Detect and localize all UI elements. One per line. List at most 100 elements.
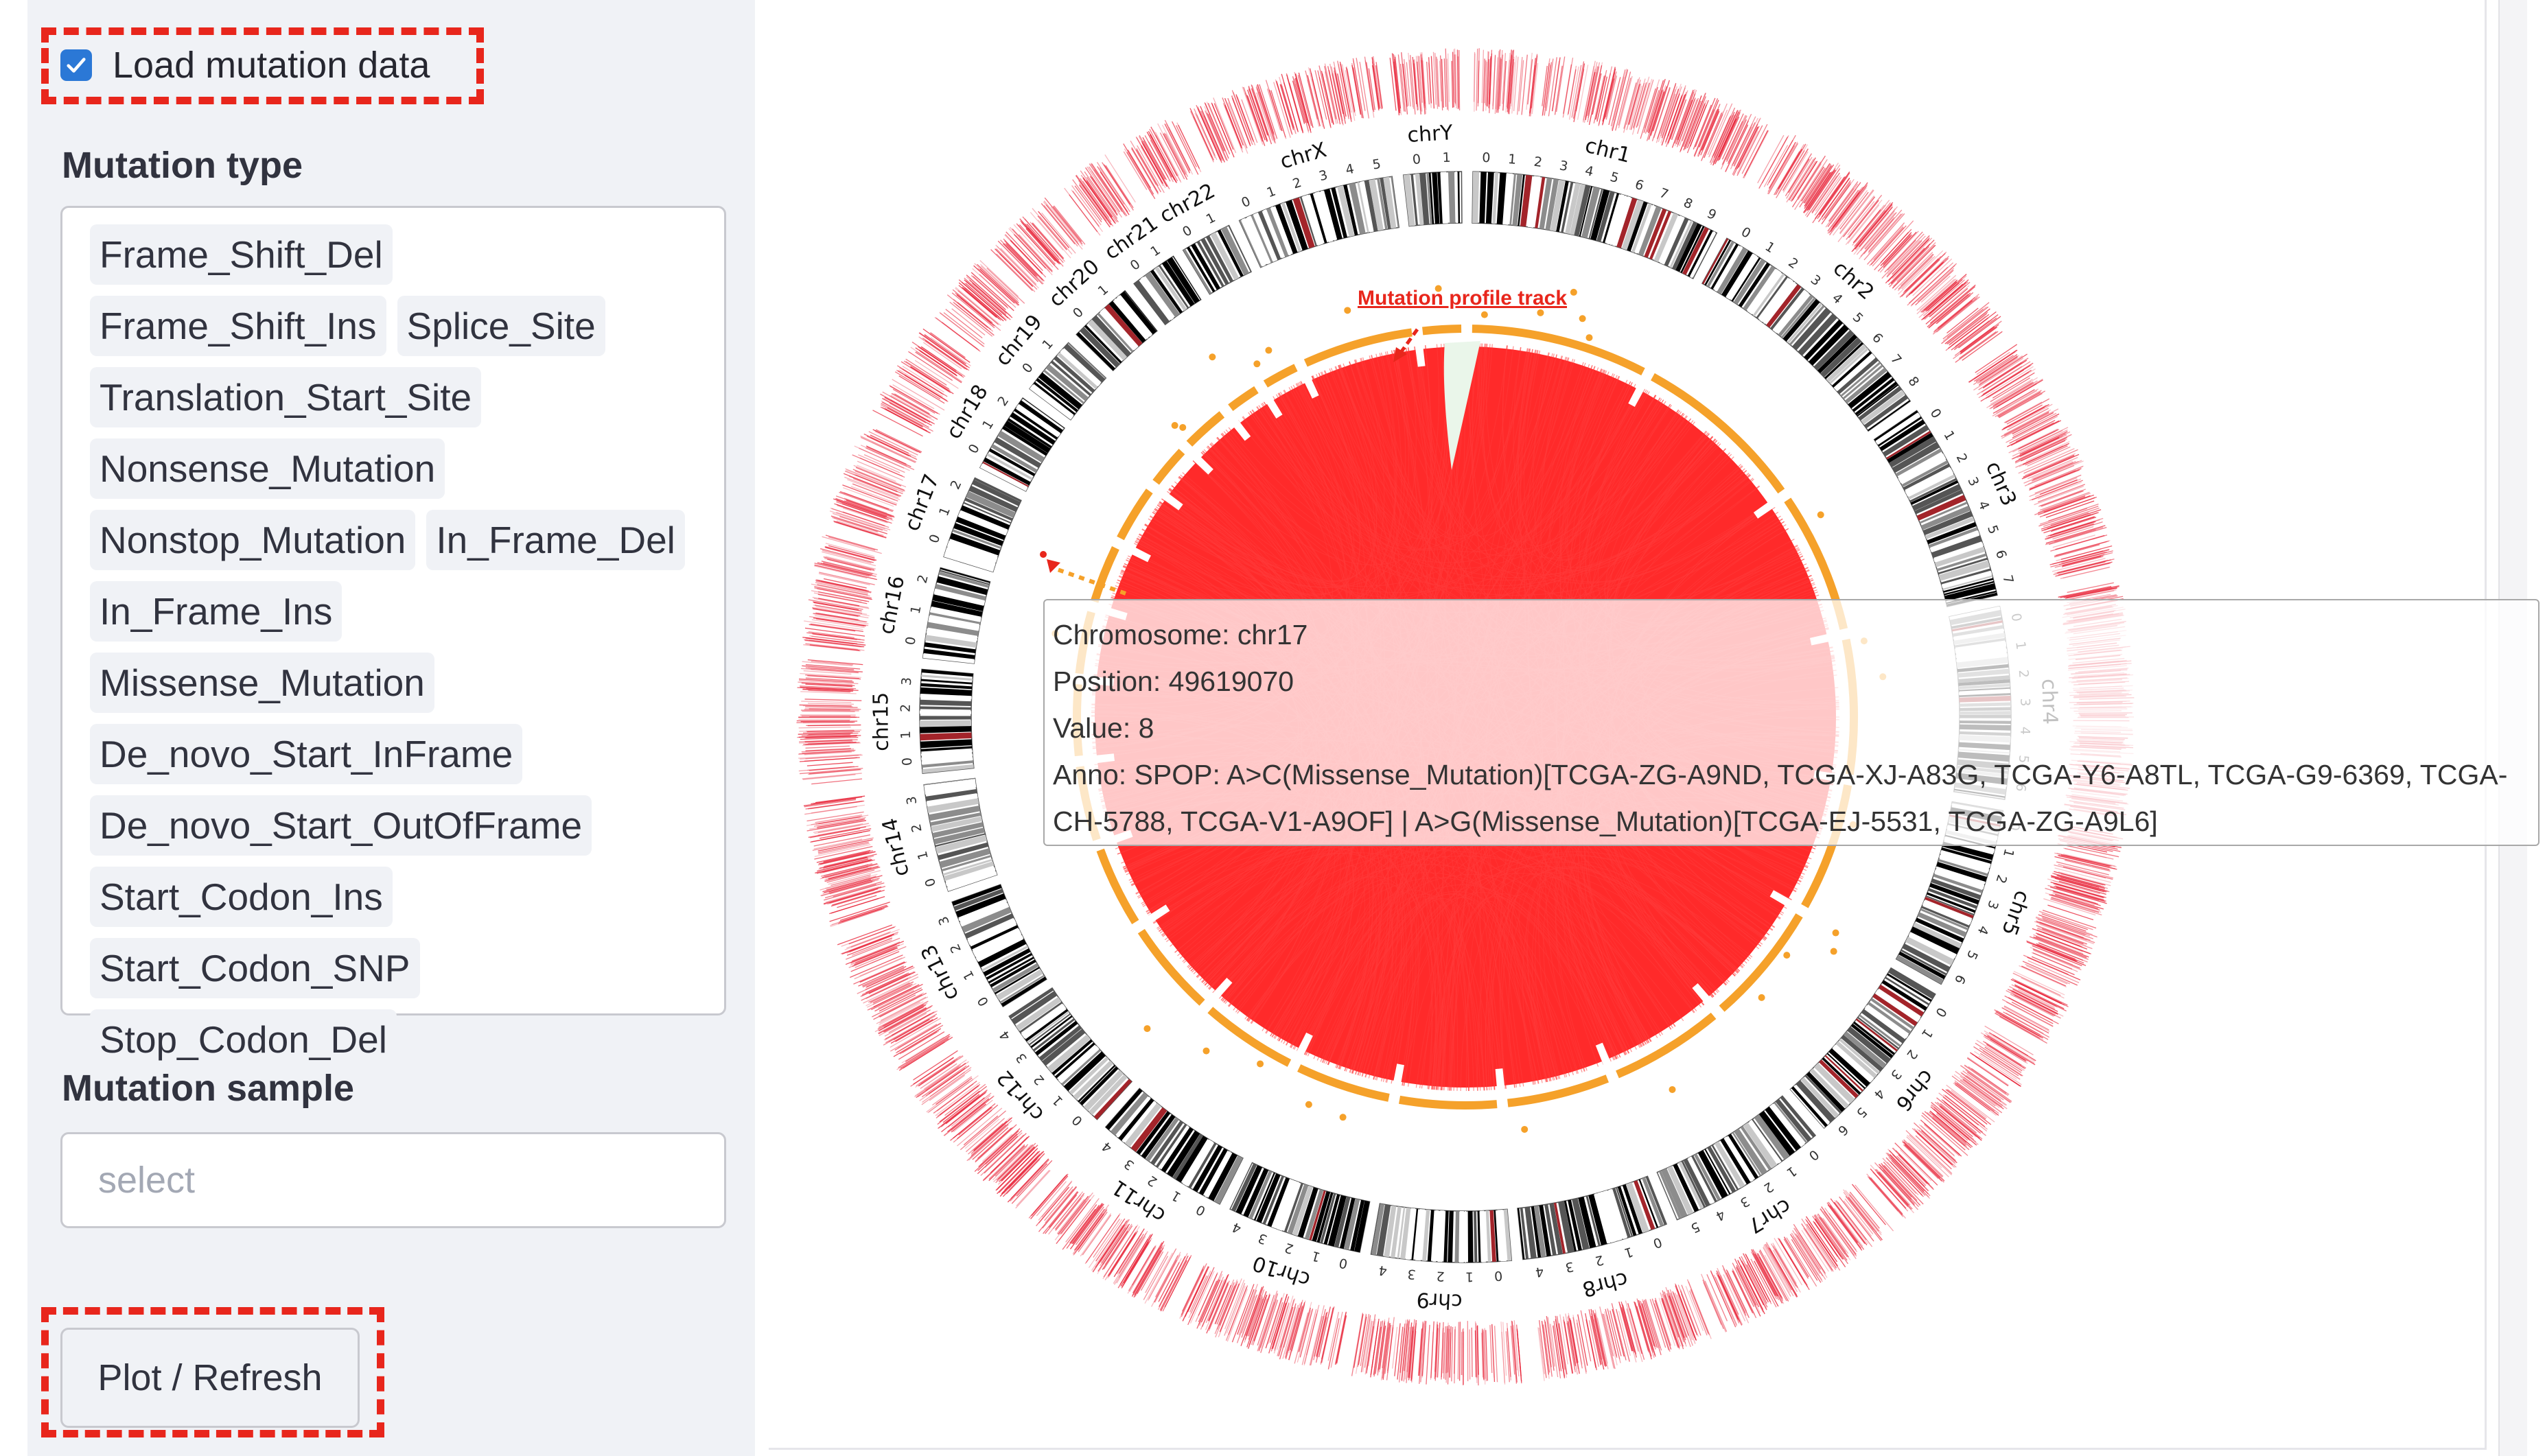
outer-track-line: [828, 878, 880, 893]
outer-track-line: [1072, 179, 1103, 220]
outer-track-line: [1550, 1324, 1559, 1378]
mutation-type-tag[interactable]: Missense_Mutation: [90, 653, 434, 713]
outer-track-line: [1268, 1293, 1285, 1344]
outer-track-line: [1821, 183, 1851, 224]
ideogram-band: [1384, 1205, 1397, 1258]
outer-track-line: [1725, 1272, 1746, 1314]
ideogram-band: [1804, 319, 1844, 361]
mutation-type-tag[interactable]: Translation_Start_Site: [90, 367, 482, 427]
outer-track-line: [813, 601, 859, 611]
mutation-type-tag[interactable]: Frame_Shift_Ins: [90, 296, 386, 356]
outer-track-line: [928, 1075, 979, 1113]
outer-track-line: [2043, 516, 2094, 534]
ideogram-band: [1942, 575, 1993, 590]
mutation-type-tag[interactable]: Nonsense_Mutation: [90, 438, 445, 499]
outer-track-line: [1911, 263, 1957, 306]
outer-track-line: [1570, 1319, 1579, 1363]
ideogram-band: [1564, 1200, 1577, 1252]
outer-track-line: [1200, 110, 1224, 161]
outer-track-line: [913, 1050, 958, 1081]
outer-track-line: [822, 550, 872, 564]
mutation-sample-select[interactable]: select: [60, 1132, 726, 1228]
mutation-type-tag[interactable]: Splice_Site: [397, 296, 605, 356]
outer-track-line: [865, 965, 914, 989]
outer-track-line: [1706, 1274, 1728, 1322]
ideogram-band: [1874, 989, 1921, 1022]
outer-track-line: [1936, 1112, 1971, 1141]
ideogram-band: [1457, 172, 1461, 224]
outer-track-line: [1942, 1096, 1979, 1126]
mutation-type-tag[interactable]: Start_Codon_Ins: [90, 867, 393, 927]
outer-track-line: [859, 957, 903, 976]
outer-track-line: [1105, 165, 1134, 209]
outer-track-line: [1039, 215, 1073, 255]
ideogram-band: [1248, 1170, 1272, 1219]
outer-track-line: [808, 667, 863, 672]
outer-track-line: [1903, 1144, 1939, 1179]
tick-label: 9: [1705, 206, 1719, 223]
outer-track-line: [1257, 1291, 1278, 1352]
outer-track-line: [1459, 1322, 1461, 1381]
ideogram-band: [1270, 206, 1292, 256]
outer-track-line: [1743, 130, 1769, 178]
outer-track-line: [1773, 1246, 1798, 1289]
outer-track-line: [1366, 62, 1375, 113]
outer-track-line: [1906, 1136, 1949, 1177]
outer-track-line: [1394, 1323, 1401, 1376]
ideogram-band: [1205, 235, 1234, 283]
tick-label: 0: [1069, 1112, 1086, 1129]
outer-track-line: [1205, 1279, 1226, 1324]
outer-track-line: [1941, 306, 1989, 344]
ideogram-band: [1480, 1210, 1486, 1263]
mutation-type-tag[interactable]: Stop_Codon_Del: [90, 1009, 397, 1070]
outer-track-line: [1024, 218, 1059, 257]
outer-track-line: [2061, 556, 2104, 567]
outer-track-line: [1612, 76, 1625, 121]
outer-track-line: [1168, 128, 1191, 172]
outer-track-line: [1870, 225, 1907, 266]
outer-track-line: [1288, 1300, 1303, 1352]
outer-track-line: [800, 672, 861, 679]
outer-track-line: [2008, 403, 2053, 428]
load-mutation-row[interactable]: Load mutation data: [60, 43, 430, 88]
ideogram-band: [1331, 187, 1348, 239]
mutation-type-tag[interactable]: In_Frame_Ins: [90, 581, 342, 642]
outer-track-line: [1546, 1315, 1555, 1371]
mutation-type-tag[interactable]: De_novo_Start_InFrame: [90, 724, 523, 784]
ideogram-band: [1738, 262, 1771, 307]
outer-track-line: [1982, 362, 2024, 389]
profile-track-chr8: [1507, 1075, 1609, 1107]
mutation-type-tag[interactable]: Frame_Shift_Del: [90, 224, 393, 285]
outer-track-line: [1983, 1035, 2027, 1064]
mutation-type-multiselect[interactable]: Frame_Shift_Del Frame_Shift_Ins Splice_Sit…: [60, 206, 726, 1070]
outer-track-line: [811, 635, 863, 644]
outer-track-line: [861, 978, 909, 1001]
outer-track-line: [1198, 1273, 1218, 1316]
plot-refresh-button[interactable]: Plot / Refresh: [60, 1328, 360, 1428]
load-mutation-checkbox[interactable]: [60, 49, 92, 81]
ideogram-band: [1669, 220, 1693, 268]
outer-track-line: [818, 852, 870, 865]
outer-track-line: [980, 266, 1019, 301]
outer-track-line: [1161, 124, 1187, 174]
mutation-type-tag[interactable]: Nonstop_Mutation: [90, 510, 416, 570]
outer-track-line: [1082, 1214, 1112, 1256]
outer-track-line: [1000, 248, 1037, 285]
ideogram-band: [1912, 484, 1962, 511]
mutation-type-tag[interactable]: Start_Codon_SNP: [90, 938, 420, 998]
outer-track-line: [893, 1019, 930, 1040]
outer-track-line: [2001, 411, 2049, 437]
outer-track-line: [1489, 54, 1493, 105]
outer-track-line: [1743, 130, 1769, 179]
outer-track-line: [2003, 409, 2052, 435]
outer-track-line: [845, 941, 905, 965]
ideogram-band: [1660, 215, 1685, 265]
outer-track-line: [874, 987, 922, 1012]
outer-track-line: [1209, 1280, 1230, 1330]
mutation-type-tag[interactable]: In_Frame_Del: [426, 510, 685, 570]
mutation-type-tag[interactable]: De_novo_Start_OutOfFrame: [90, 795, 592, 856]
ideogram-band: [1097, 312, 1134, 353]
outer-track-line: [946, 1098, 990, 1133]
outer-track-line: [1137, 145, 1165, 193]
outer-track-line: [1069, 194, 1098, 233]
